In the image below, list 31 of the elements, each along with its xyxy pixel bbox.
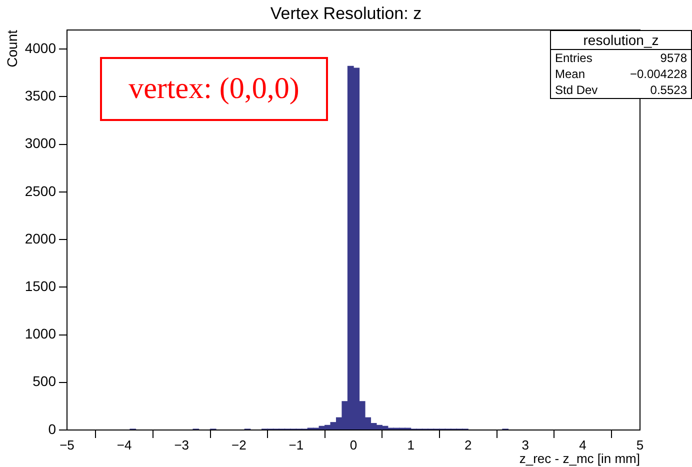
y-tick-label: 3500 [24, 88, 56, 104]
x-tick-label: 3 [522, 437, 530, 452]
x-axis-title: z_rec - z_mc [in mm] [519, 451, 640, 466]
y-tick-label: 500 [32, 373, 56, 390]
chart-title: Vertex Resolution: z [269, 4, 423, 24]
x-tick-label: −1 [288, 437, 304, 452]
x-tick-label: 2 [464, 437, 472, 452]
annotation: Entries [555, 51, 592, 65]
y-tick-label: 1000 [24, 326, 56, 342]
annotation: vertex: (0,0,0) [100, 57, 328, 121]
x-tick-label: 5 [636, 437, 644, 452]
text: 0.5523 [650, 83, 687, 97]
y-tick-label: 2500 [24, 182, 56, 199]
y-tick-label: 1500 [24, 278, 56, 294]
annotation: Mean [555, 67, 586, 81]
annotation: resolution_z [551, 31, 691, 50]
y-tick-label: 0 [48, 420, 56, 437]
y-tick-label: 2000 [24, 230, 56, 246]
text: 9578 [660, 51, 687, 65]
x-tick-label: −3 [174, 437, 190, 452]
y-axis-title: Count [4, 30, 20, 68]
annotation: Std Dev [555, 83, 598, 97]
x-tick-label: −2 [231, 437, 246, 452]
x-tick-label: 1 [407, 437, 414, 452]
y-tick-label: 3000 [24, 135, 56, 152]
x-tick-label: 4 [579, 437, 586, 452]
x-tick-label: −4 [116, 437, 132, 452]
x-tick-label: 0 [350, 437, 358, 452]
y-tick-label: 4000 [24, 40, 56, 56]
x-tick-label: −5 [60, 437, 74, 452]
annotation: −0.004228 [630, 67, 687, 81]
